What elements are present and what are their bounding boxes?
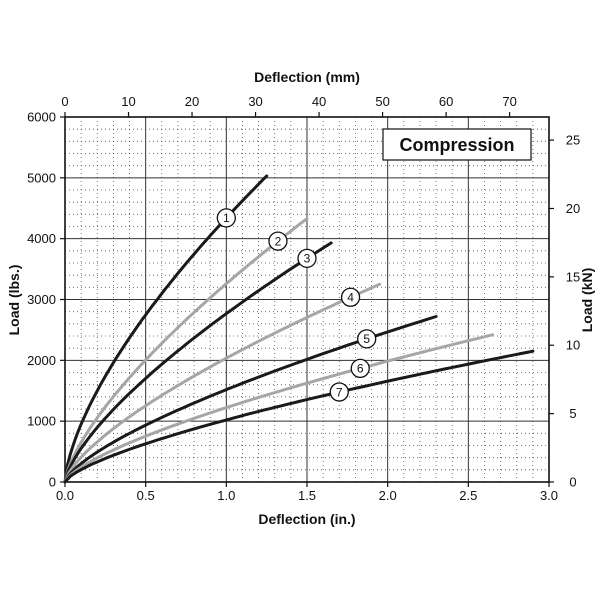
- series-marker-circle: [216, 208, 236, 228]
- y2-axis-title: Load (kN): [579, 268, 595, 333]
- major-grid: [65, 117, 549, 482]
- y2-tick-label: 0: [569, 475, 576, 490]
- series-marker-circle: [268, 231, 288, 251]
- x-tick-label: 0.5: [137, 488, 155, 503]
- x-tick-label: 1.0: [217, 488, 235, 503]
- x-tick-label: 1.5: [298, 488, 316, 503]
- legend-box: Compression: [382, 128, 532, 161]
- y2-tick-label: 15: [566, 269, 580, 284]
- series-marker-label: 6: [357, 362, 364, 376]
- x2-tick-label: 30: [248, 94, 262, 109]
- series-line-7: [63, 349, 535, 484]
- x-tick-label: 2.0: [379, 488, 397, 503]
- y2-tick-label: 10: [566, 338, 580, 353]
- tick-labels: 0.0 0.5 1.0 1.5 2.0 2.5 3.00 10 20 30 40 50 60 700100…: [27, 94, 580, 503]
- series-line-1: [63, 174, 269, 484]
- y-tick-label: 6000: [27, 110, 56, 125]
- y-axis-title: Load (lbs.): [6, 265, 22, 336]
- y-tick-label: 4000: [27, 231, 56, 246]
- x-axis-title: Deflection (in.): [258, 511, 355, 527]
- series-marker-3: 3: [297, 248, 317, 269]
- series-marker-label: 1: [223, 211, 230, 225]
- series-marker-4: 4: [340, 287, 361, 307]
- series-lines: [63, 174, 535, 484]
- series-markers: 1 2 3 4 5 67: [216, 208, 377, 402]
- series-line-4: [63, 282, 382, 484]
- series-marker-label: 3: [304, 252, 311, 266]
- y-tick-label: 0: [49, 475, 56, 490]
- y-tick-label: 1000: [27, 414, 56, 429]
- series-marker-5: 5: [357, 329, 377, 349]
- series-marker-circle: [357, 329, 377, 349]
- series-marker-circle: [350, 358, 370, 379]
- x-tick-label: 0.0: [56, 488, 74, 503]
- y-tick-label: 5000: [27, 170, 56, 185]
- series-line-2: [63, 217, 309, 484]
- x2-tick-label: 20: [185, 94, 199, 109]
- series-line-6: [63, 333, 494, 484]
- series-marker-label: 5: [363, 332, 370, 346]
- x-tick-label: 2.5: [459, 488, 477, 503]
- chart-title: Compression: [399, 135, 514, 155]
- x2-axis-title: Deflection (mm): [254, 69, 360, 85]
- tick-marks: [60, 112, 554, 487]
- series-marker-2: 2: [268, 231, 288, 251]
- x2-tick-label: 60: [439, 94, 453, 109]
- series-line-3: [63, 241, 333, 484]
- series-marker-circle: [297, 248, 317, 269]
- series-marker-label: 4: [347, 291, 354, 305]
- series-marker-1: 1: [216, 208, 236, 228]
- x2-tick-label: 70: [502, 94, 516, 109]
- x2-tick-label: 40: [312, 94, 326, 109]
- series-marker-label: 7: [336, 385, 343, 399]
- series-marker-circle: [329, 382, 349, 402]
- x2-tick-label: 0: [61, 94, 68, 109]
- y-tick-label: 2000: [27, 353, 56, 368]
- x-tick-label: 3.0: [540, 488, 558, 503]
- y2-tick-label: 25: [566, 133, 580, 148]
- x2-tick-label: 50: [375, 94, 389, 109]
- y-tick-label: 3000: [27, 292, 56, 307]
- y2-tick-label: 20: [566, 201, 580, 216]
- x2-tick-label: 10: [121, 94, 135, 109]
- y2-tick-label: 5: [569, 406, 576, 421]
- series-marker-6: 6: [350, 358, 370, 379]
- series-marker-7: 7: [329, 382, 349, 402]
- series-marker-label: 2: [275, 234, 282, 248]
- series-marker-circle: [340, 287, 361, 307]
